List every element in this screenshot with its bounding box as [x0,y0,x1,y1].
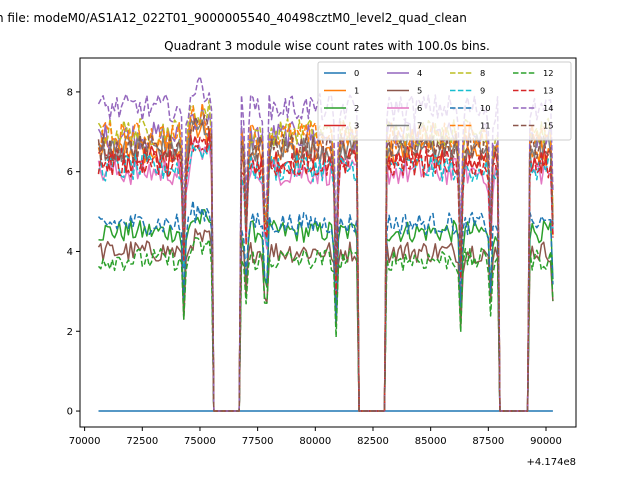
legend-label-8: 8 [480,68,485,78]
series-line-9 [97,143,554,412]
x-tick-label: 90000 [530,436,562,447]
axes-frame [79,57,577,428]
legend-label-0: 0 [354,68,359,78]
x-tick-label: 87500 [472,436,504,447]
legend-label-3: 3 [354,121,359,131]
x-tick-label: 80000 [299,436,331,447]
legend-label-15: 15 [543,121,554,131]
legend-label-13: 13 [543,86,554,96]
x-tick-label: 85000 [415,436,447,447]
legend-label-5: 5 [417,86,422,96]
y-tick-label: 6 [67,167,73,178]
y-tick-label: 4 [67,247,73,258]
y-tick-label: 2 [67,327,73,338]
y-axis: 0 2 4 6 8 [67,87,80,418]
legend-label-4: 4 [417,68,422,78]
x-tick-label: 75000 [184,436,216,447]
legend-label-6: 6 [417,103,422,113]
series-line-10 [97,200,554,412]
legend-label-11: 11 [480,121,491,131]
legend-label-1: 1 [354,86,359,96]
legend-label-12: 12 [543,68,554,78]
chart-title: Quadrant 3 module wise count rates with … [164,39,490,53]
y-tick-label: 8 [67,87,73,98]
series-line-2 [98,209,554,412]
legend-box [317,61,572,141]
x-tick-label: 82500 [357,436,389,447]
legend-label-10: 10 [480,103,491,113]
series-layer [97,75,554,412]
x-tick-label: 70000 [69,436,101,447]
figure-suptitle: n file: modeM0/AS1A12_022T01_9000005540_… [0,11,467,25]
legend-label-9: 9 [480,86,485,96]
x-axis-offset-label: +4.174e8 [526,457,576,468]
series-line-5 [97,228,554,412]
x-tick-label: 72500 [126,436,158,447]
series-line-12 [97,236,554,412]
series-line-15 [97,114,554,412]
series-line-11 [97,102,554,412]
legend-label-2: 2 [354,103,359,113]
legend-label-14: 14 [543,103,554,113]
legend-label-7: 7 [417,121,422,131]
x-axis: 70000 72500 75000 77500 80000 82500 85000 87500… [69,427,562,447]
y-tick-label: 0 [67,407,73,418]
x-tick-label: 77500 [242,436,274,447]
